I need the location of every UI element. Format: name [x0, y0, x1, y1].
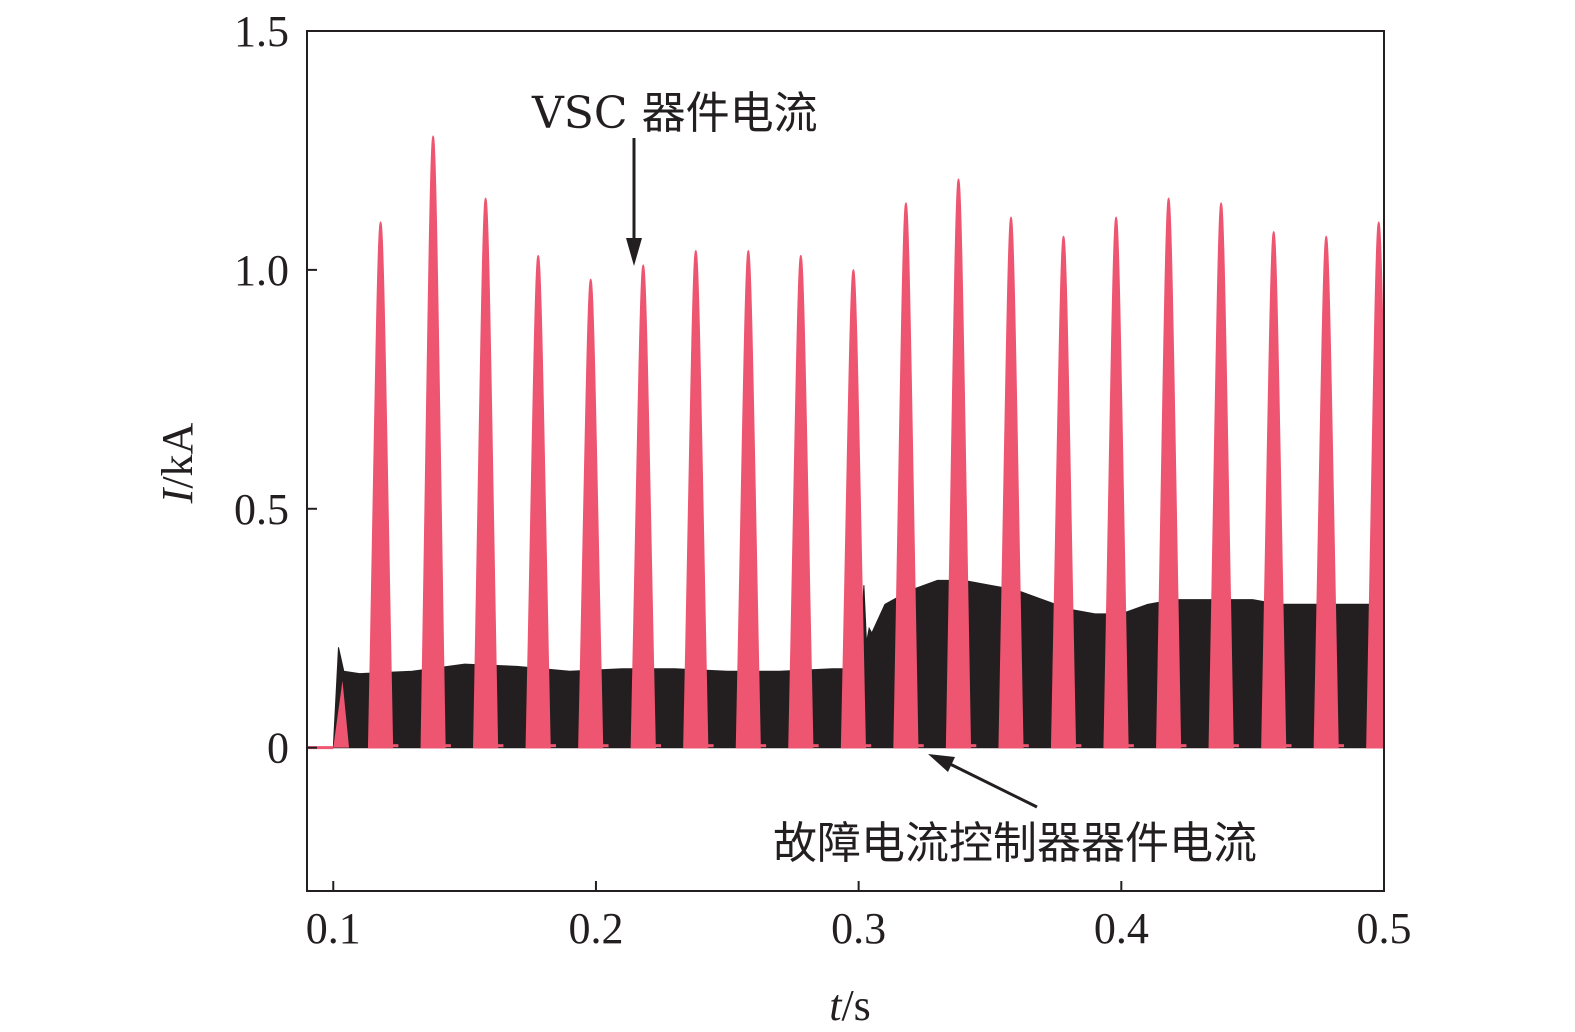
vsc-current-pulse	[1261, 230, 1287, 749]
plot-area	[307, 135, 1384, 750]
vsc-current-pulse	[735, 250, 761, 749]
x-tick-label: 0.1	[306, 904, 361, 953]
x-tick-label: 0.4	[1094, 904, 1149, 953]
vsc-current-pulse	[420, 135, 446, 749]
vsc-current-pulse	[945, 178, 972, 749]
vsc-current-pulse	[893, 202, 919, 749]
y-tick-label: 0	[267, 724, 289, 773]
y-axis-label: I/kA	[153, 422, 202, 504]
vsc-current-pulse	[1208, 202, 1234, 749]
vsc-current-pulse	[840, 269, 866, 749]
fcl-current-arrow	[928, 754, 1038, 809]
x-tick-label: 0.3	[831, 904, 886, 953]
vsc-current-pulse	[525, 254, 551, 749]
axis-ticks: 0.1 0.2 0.3 0.4 0.5 0 0.5 1.0 1.5	[234, 7, 1412, 953]
vsc-current-pulse	[683, 250, 709, 749]
vsc-initial-spike	[333, 680, 350, 748]
fcl-current-annotation: 故障电流控制器器件电流	[773, 818, 1257, 869]
vsc-current-arrow	[626, 138, 642, 266]
vsc-current-pulse	[1156, 197, 1182, 749]
vsc-current-pulse	[473, 197, 499, 749]
vsc-current-pulse	[1313, 235, 1339, 749]
vsc-current-pulse	[630, 264, 656, 749]
vsc-current-pulse	[1050, 235, 1077, 749]
x-tick-label: 0.2	[568, 904, 623, 953]
y-tick-label: 1.0	[234, 246, 289, 295]
plot-frame	[306, 30, 1385, 892]
x-axis-label: t/s	[829, 981, 871, 1030]
vsc-current-pulse	[367, 221, 394, 749]
y-tick-label: 0.5	[234, 485, 289, 534]
vsc-current-pulse	[1366, 221, 1384, 749]
vsc-current-pulse	[1103, 216, 1129, 749]
vsc-current-pulse	[788, 254, 814, 749]
vsc-current-pulse	[578, 278, 604, 749]
vsc-current-pulse	[998, 216, 1024, 749]
vsc-current-annotation: VSC 器件电流	[531, 88, 818, 139]
x-tick-label: 0.5	[1357, 904, 1412, 953]
y-tick-label: 1.5	[234, 7, 289, 56]
